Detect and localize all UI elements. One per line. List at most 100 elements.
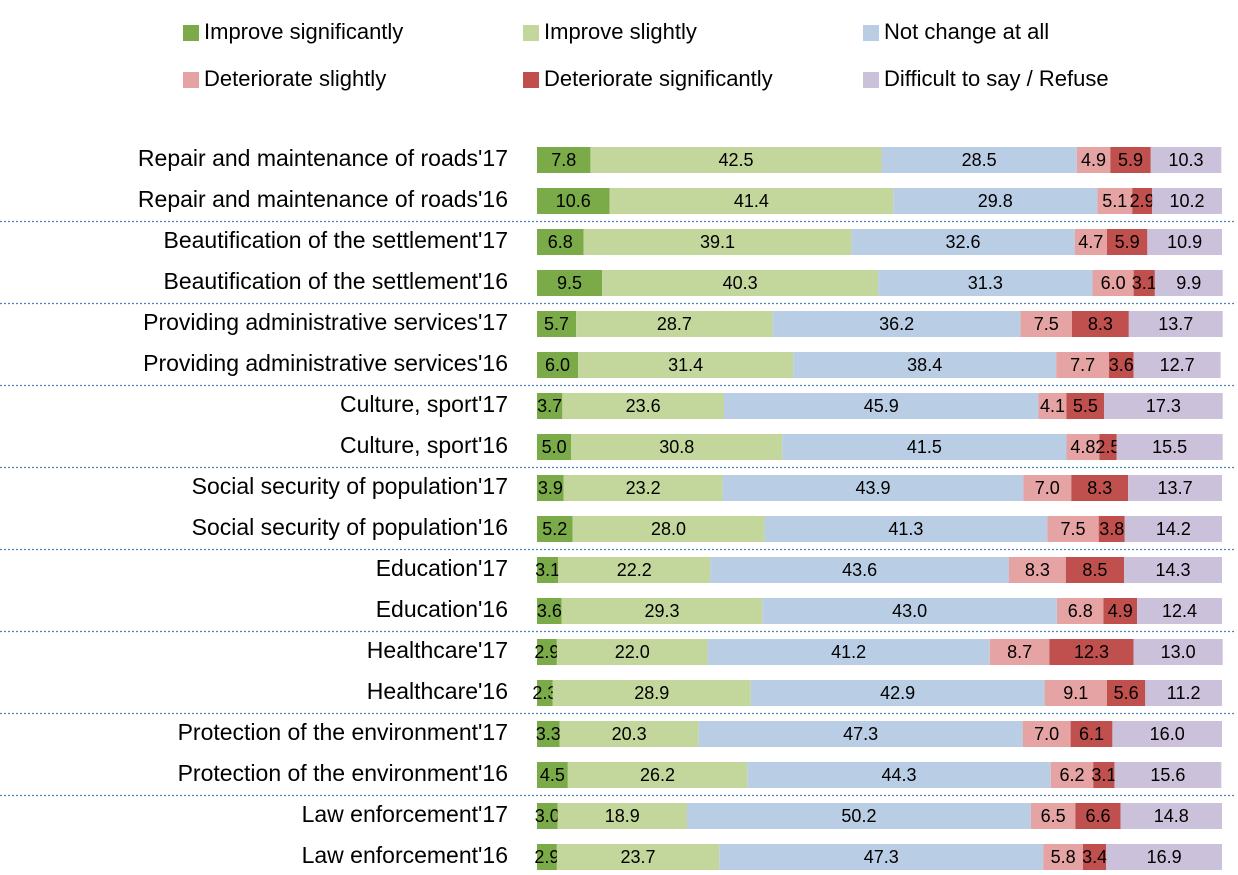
value-label: 28.5: [962, 150, 997, 170]
value-label: 8.3: [1087, 478, 1112, 498]
value-label: 4.9: [1108, 601, 1133, 621]
value-label: 12.3: [1074, 642, 1109, 662]
bar-segment: [1133, 270, 1155, 296]
value-label: 13.7: [1158, 314, 1193, 334]
legend-label: Deteriorate significantly: [544, 66, 773, 91]
value-label: 20.3: [612, 724, 647, 744]
value-label: 10.9: [1167, 232, 1202, 252]
category-label: Protection of the environment'16: [178, 760, 508, 786]
value-label: 23.2: [626, 478, 661, 498]
bar-segment: [1137, 598, 1222, 624]
value-label: 43.0: [892, 601, 927, 621]
bar-segment: [1043, 844, 1083, 870]
bar-segment: [893, 188, 1098, 214]
value-label: 2.9: [534, 847, 559, 867]
bar-segment: [1066, 434, 1100, 460]
bar-segment: [1098, 516, 1125, 542]
value-label: 3.8: [1099, 519, 1124, 539]
bar-segment: [1108, 352, 1134, 378]
bar-segment: [1056, 352, 1109, 378]
value-label: 23.6: [626, 396, 661, 416]
value-label: 6.0: [1101, 273, 1126, 293]
bar-segment: [1023, 475, 1072, 501]
legend-label: Deteriorate slightly: [204, 66, 386, 91]
value-label: 44.3: [881, 765, 916, 785]
value-label: 2.5: [1095, 437, 1120, 457]
value-label: 3.1: [1132, 273, 1157, 293]
legend-swatch: [523, 25, 539, 41]
bar-segment: [537, 311, 577, 337]
value-label: 42.5: [718, 150, 753, 170]
category-label: Culture, sport'17: [340, 391, 508, 417]
value-label: 5.8: [1051, 847, 1076, 867]
bar-segment: [687, 803, 1031, 829]
category-label: Law enforcement'16: [302, 842, 508, 868]
value-label: 4.1: [1040, 396, 1065, 416]
value-label: 43.9: [855, 478, 890, 498]
value-label: 12.4: [1162, 601, 1197, 621]
value-label: 29.8: [978, 191, 1013, 211]
value-label: 36.2: [879, 314, 914, 334]
value-label: 47.3: [864, 847, 899, 867]
value-label: 11.2: [1167, 683, 1201, 703]
bar-segment: [537, 188, 610, 214]
legend-swatch: [183, 25, 199, 41]
value-label: 4.7: [1078, 232, 1103, 252]
value-label: 32.6: [946, 232, 981, 252]
bar-segment: [1114, 762, 1222, 788]
category-label: Healthcare'17: [367, 637, 508, 663]
value-label: 41.3: [888, 519, 923, 539]
value-label: 6.5: [1041, 806, 1066, 826]
value-label: 28.7: [657, 314, 692, 334]
value-label: 29.3: [644, 601, 679, 621]
value-label: 47.3: [843, 724, 878, 744]
bar-segment: [578, 352, 794, 378]
value-label: 43.6: [842, 560, 877, 580]
value-label: 3.7: [537, 396, 562, 416]
bar-segment: [561, 598, 763, 624]
bar-segment: [1133, 352, 1221, 378]
bar-segment: [1106, 229, 1148, 255]
bar-segment: [557, 803, 688, 829]
bar-segment: [719, 844, 1044, 870]
category-label: Social security of population'16: [192, 514, 508, 540]
value-label: 22.2: [617, 560, 652, 580]
value-label: 6.1: [1079, 724, 1104, 744]
bar-segment: [762, 598, 1057, 624]
value-label: 31.3: [968, 273, 1003, 293]
value-label: 26.2: [640, 765, 675, 785]
category-label: Law enforcement'17: [302, 801, 508, 827]
bar-segment: [1020, 311, 1072, 337]
value-label: 14.2: [1156, 519, 1191, 539]
value-label: 6.2: [1059, 765, 1084, 785]
bar-segment: [1133, 639, 1223, 665]
bar-segment: [881, 147, 1077, 173]
bar-segment: [1154, 270, 1223, 296]
legend-label: Improve slightly: [544, 19, 697, 44]
value-label: 39.1: [700, 232, 735, 252]
bar-segment: [1070, 721, 1113, 747]
bar-segment: [1097, 188, 1133, 214]
value-label: 16.0: [1150, 724, 1185, 744]
value-label: 41.4: [734, 191, 769, 211]
value-label: 5.6: [1114, 683, 1139, 703]
bar-segment: [782, 434, 1067, 460]
value-label: 6.8: [548, 232, 573, 252]
value-label: 28.0: [651, 519, 686, 539]
value-label: 3.3: [536, 724, 561, 744]
bar-segment: [559, 721, 699, 747]
category-label: Beautification of the settlement'16: [164, 268, 509, 294]
bar-segment: [722, 475, 1024, 501]
value-label: 6.0: [545, 355, 570, 375]
bar-segment: [537, 803, 558, 829]
bar-segment: [537, 639, 557, 665]
value-label: 13.0: [1161, 642, 1196, 662]
bar-segment: [1116, 434, 1223, 460]
value-label: 42.9: [880, 683, 915, 703]
bar-segment: [764, 516, 1048, 542]
value-label: 5.1: [1102, 191, 1127, 211]
bar-segment: [1030, 803, 1076, 829]
bar-segment: [537, 270, 603, 296]
